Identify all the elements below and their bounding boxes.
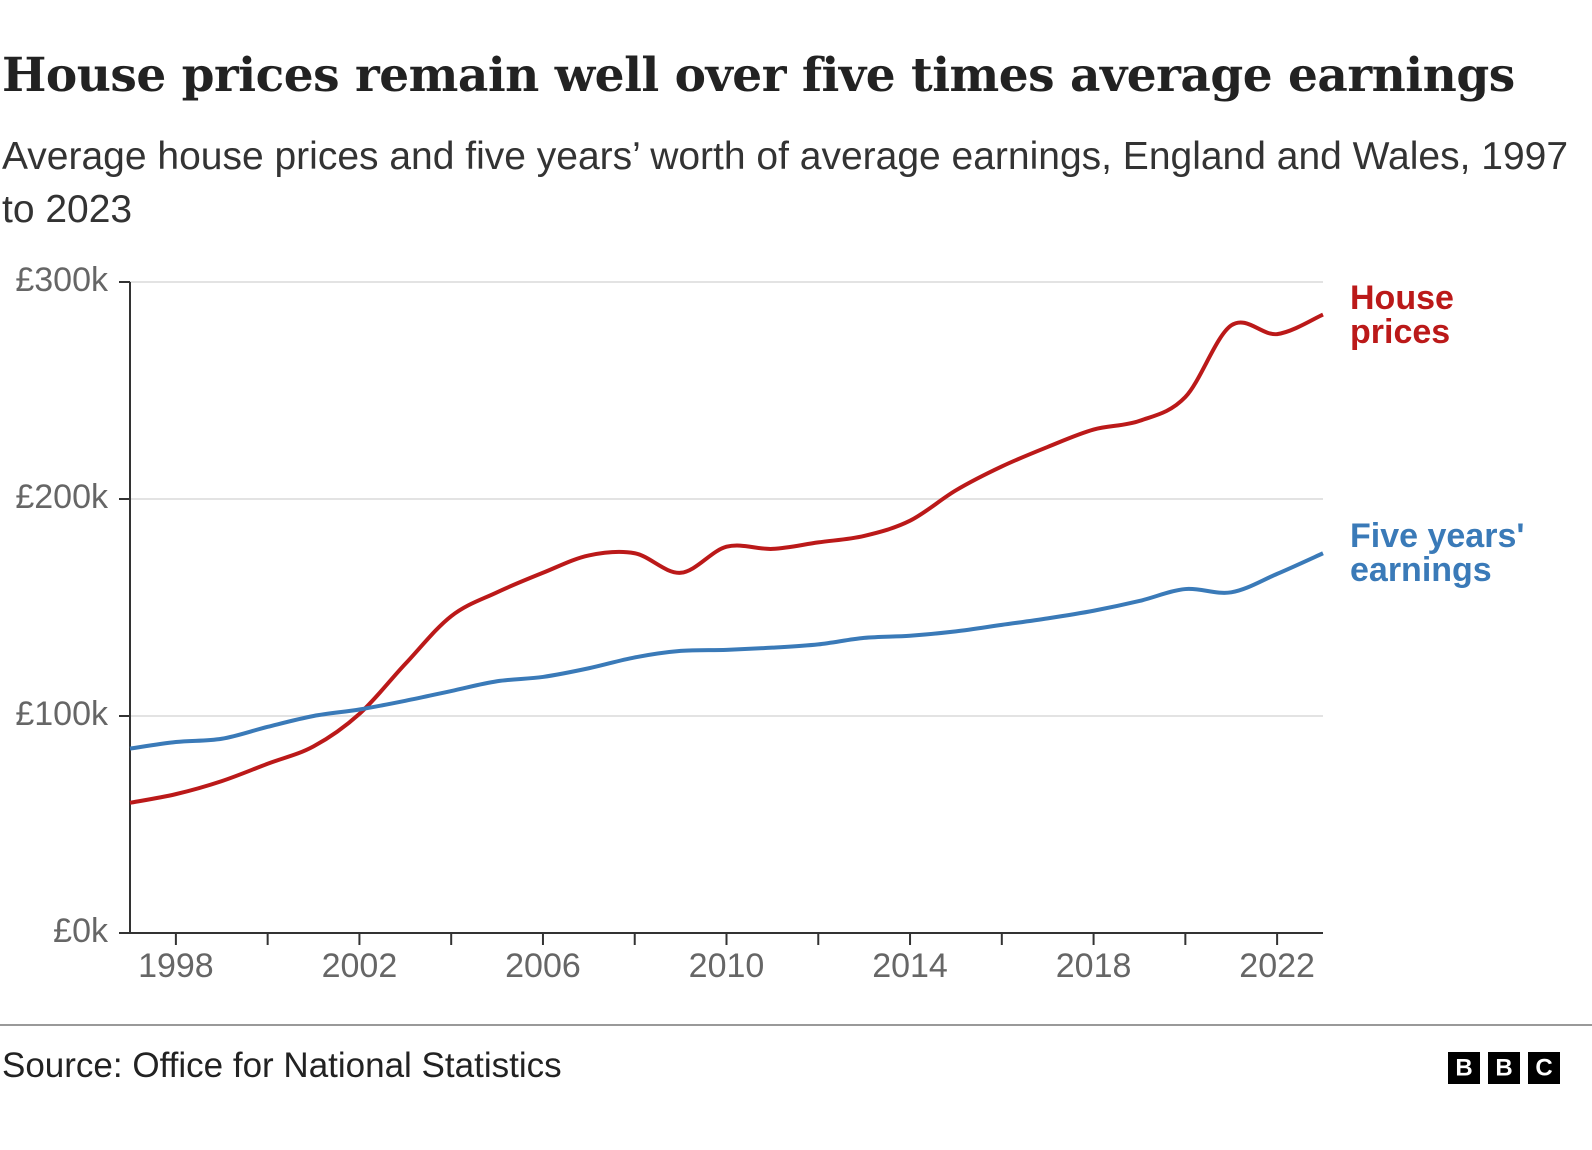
series-label: House prices — [1350, 278, 1454, 351]
y-tick-label: £300k — [15, 261, 109, 299]
series-line — [129, 551, 1324, 751]
x-tick-label: 2022 — [1239, 947, 1315, 985]
series-line — [129, 312, 1324, 805]
x-tick-label: 2014 — [872, 947, 948, 985]
logo-box — [1488, 1052, 1520, 1084]
x-tick-label: 1998 — [138, 947, 214, 985]
source: Source: Office for National Statistics — [2, 1046, 562, 1085]
x-tick-label: 2002 — [322, 947, 398, 985]
y-tick-label: £0k — [53, 912, 109, 950]
chart-subtitle: Average house prices and five years’ wor… — [2, 135, 1569, 231]
x-tick-label: 2018 — [1056, 947, 1132, 985]
x-tick-label: 2006 — [505, 947, 581, 985]
y-tick-label: £200k — [15, 478, 109, 516]
y-tick-label: £100k — [15, 695, 109, 733]
logo-letter: C — [1535, 1054, 1552, 1081]
series-label: Five years' earnings — [1350, 517, 1525, 590]
chart-title: House prices remain well over five times… — [2, 48, 1515, 103]
logo-box — [1528, 1052, 1560, 1084]
x-tick-label: 2010 — [689, 947, 765, 985]
logo-box — [1448, 1052, 1480, 1084]
logo-letter: B — [1455, 1054, 1472, 1081]
logo-letter: B — [1495, 1054, 1512, 1081]
